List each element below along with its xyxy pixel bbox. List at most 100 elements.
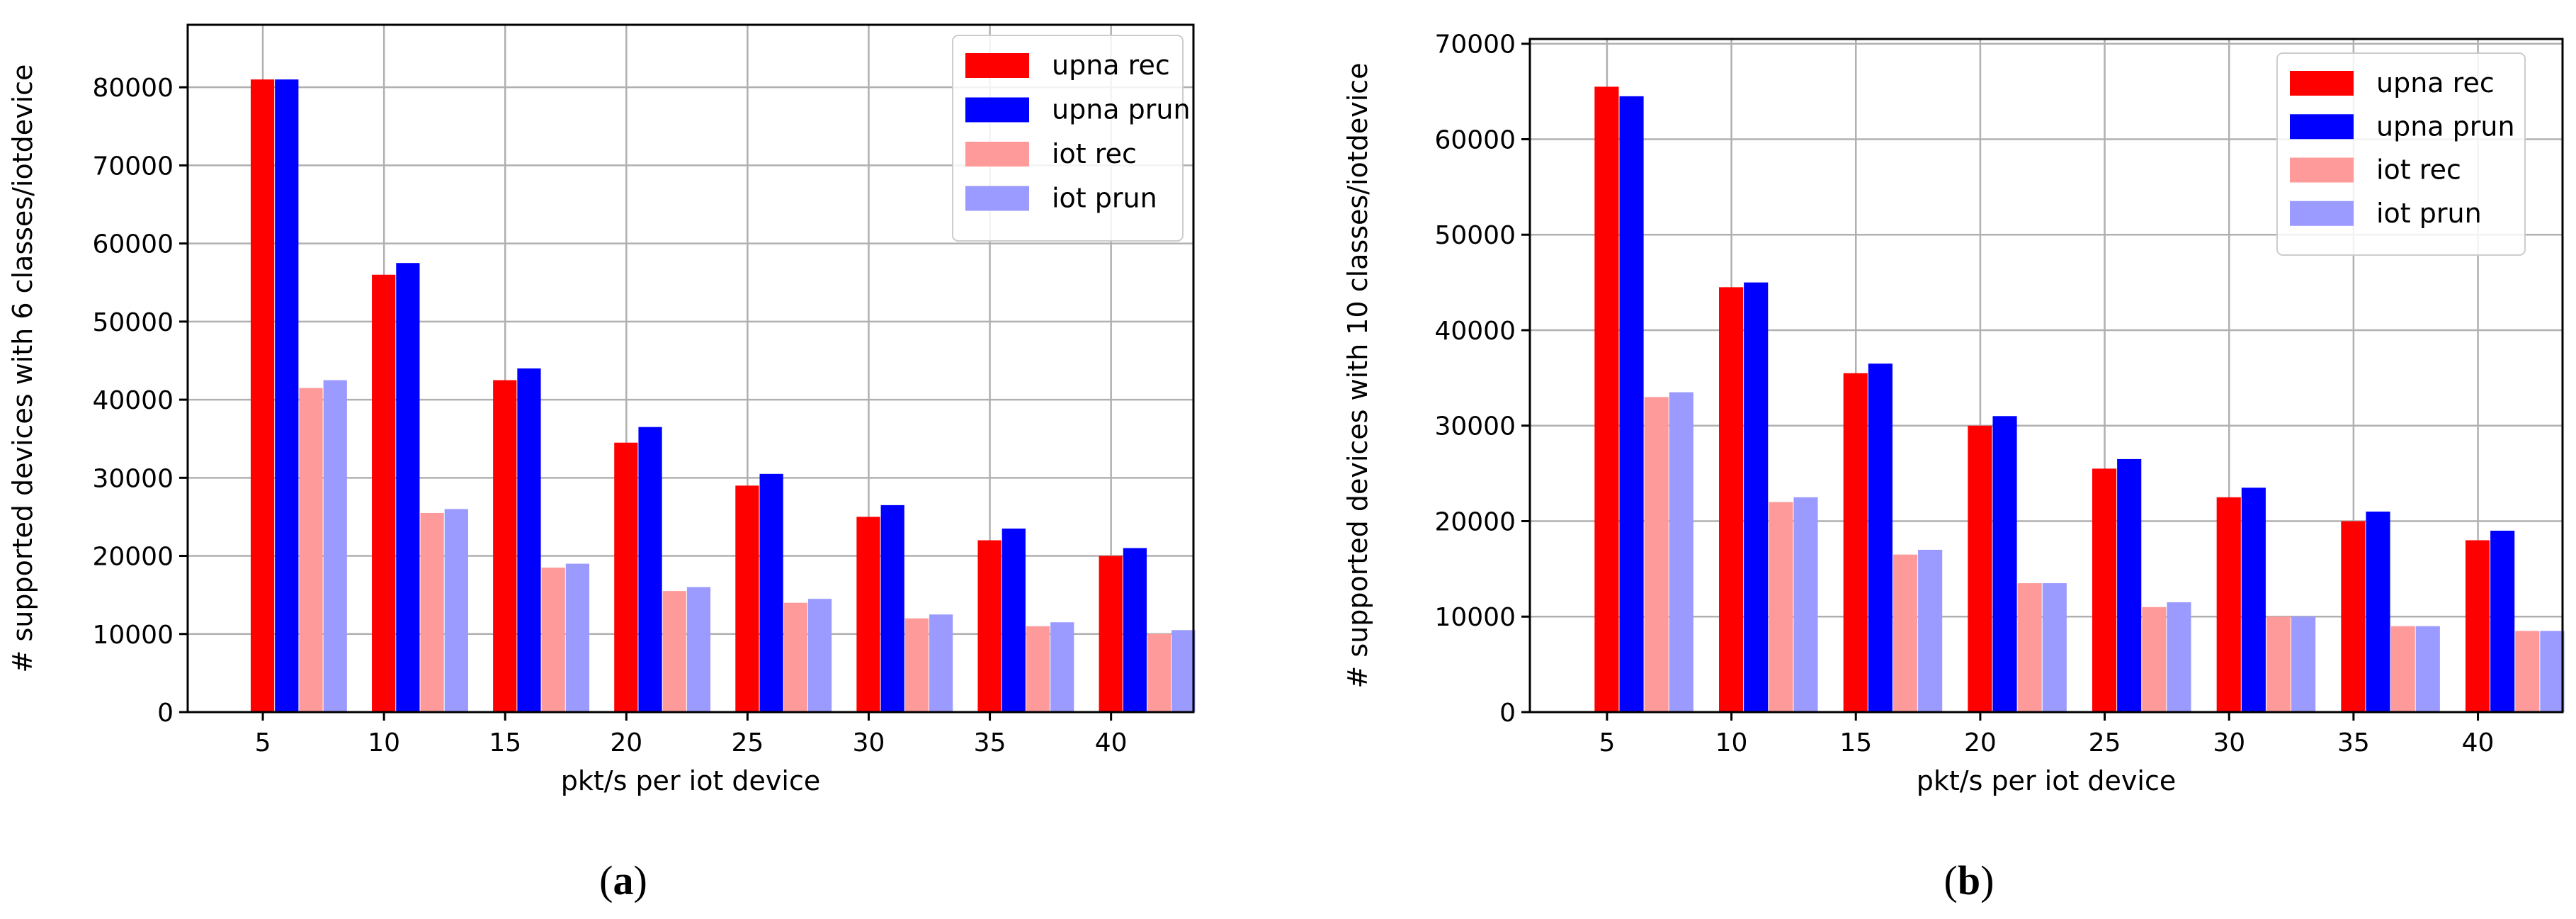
panel-b-y-tick-label: 70000 [1434,30,1516,60]
panel-a-bar-iot-rec-10 [420,512,444,712]
panel-b-y-tick-label: 40000 [1434,317,1516,346]
panel-b-x-tick-label: 10 [1715,728,1748,757]
panel-a-bar-iot-rec-15 [541,568,565,712]
panel-a-legend-swatch-upna-prun [965,97,1029,123]
panel-b-bar-upna-prun-40 [2490,530,2515,712]
panel-b-bar-upna-prun-35 [2366,512,2390,712]
panel-b-y-axis-label: # supported devices with 10 classes/iotd… [1342,62,1373,688]
panel-b-x-tick-label: 15 [1839,728,1872,757]
panel-a-bar-iot-prun-30 [929,614,953,712]
panel-a-y-axis-label: # supported devices with 6 classes/iotde… [7,64,38,673]
panel-a-legend: upna rec upna prun iot rec iot prun [952,35,1191,242]
panel-a-y-tick-label: 80000 [92,74,174,103]
panel-b-bar-upna-rec-35 [2341,521,2366,712]
panel-b-bar-upna-prun-10 [1744,282,1769,712]
panel-a-bar-iot-prun-35 [1050,622,1074,712]
panel-a-bar-upna-prun-35 [1002,528,1026,712]
panel-b-legend-label-iot-prun: iot prun [2376,198,2482,229]
panel-b-bar-iot-rec-5 [1644,397,1669,712]
panel-b-y-tick-label: 20000 [1434,507,1516,536]
panel-b-bar-iot-rec-40 [2515,631,2540,712]
panel-b-bar-upna-rec-25 [2092,468,2117,712]
panel-a-x-tick-label: 20 [610,728,642,757]
panel-a-bar-upna-rec-25 [735,485,759,712]
panel-a-bar-iot-rec-5 [299,388,323,712]
panel-b-x-ticks: 5 10 15 20 25 30 35 40 [1599,712,2494,757]
panel-b-y-ticks: 0 10000 20000 30000 40000 50000 60000 70000 [1434,30,1530,728]
panel-a-bar-iot-prun-40 [1171,630,1196,712]
panel-a-bar-iot-rec-25 [783,602,807,712]
panel-a-bar-iot-prun-10 [444,509,468,712]
panel-b-bar-upna-rec-15 [1843,373,1868,712]
panel-b-bar-upna-rec-10 [1719,287,1744,712]
panel-a-bar-iot-prun-5 [323,380,347,712]
panel-b-bar-upna-prun-15 [1868,363,1893,712]
panel-a-y-tick-label: 70000 [92,152,174,181]
panel-b-label: (b) [1944,857,1995,903]
panel-b-bar-upna-prun-30 [2241,487,2266,712]
panel-b-bar-upna-rec-5 [1594,86,1619,713]
panel-a-bar-upna-prun-10 [396,263,420,712]
panel-b-bars [1594,86,2565,713]
panel-a-bar-iot-rec-30 [904,618,929,712]
panel-b-x-tick-label: 5 [1599,728,1615,757]
panel-b-bar-upna-prun-25 [2117,458,2142,712]
panel-b-legend-swatch-upna-prun [2290,114,2354,140]
panel-b-bar-iot-rec-25 [2142,607,2167,712]
panel-b-x-tick-label: 30 [2213,728,2245,757]
panel-a-y-tick-label: 0 [157,699,174,728]
panel-a-bar-upna-rec-10 [372,274,396,712]
panel-a-x-tick-label: 40 [1095,728,1128,757]
panel-b-bar-upna-rec-30 [2216,497,2241,712]
panel-b-bar-iot-rec-10 [1769,502,1793,712]
panel-b-x-tick-label: 35 [2337,728,2370,757]
panel-b-bar-iot-prun-25 [2167,602,2191,712]
panel-a-bar-upna-rec-15 [493,380,517,712]
panel-b-legend-swatch-iot-rec [2290,157,2354,183]
panel-a-bar-upna-rec-20 [614,442,638,712]
panel-b-bar-iot-rec-35 [2390,626,2415,712]
panel-b-y-tick-label: 30000 [1434,412,1516,441]
panel-b-x-axis-label: pkt/s per iot device [1917,765,2177,796]
panel-a-x-tick-label: 15 [489,728,521,757]
panel-b-bar-upna-rec-20 [1968,425,1992,712]
panel-b-bar-upna-prun-5 [1619,96,1644,712]
panel-a-legend-label-iot-prun: iot prun [1052,183,1157,214]
panel-b-bar-iot-prun-30 [2291,616,2316,712]
panel-b-bar-iot-prun-15 [1918,549,1943,712]
panel-a-x-tick-label: 30 [853,728,885,757]
panel-a-y-tick-label: 30000 [92,464,174,493]
panel-b-bar-iot-rec-20 [2017,583,2042,712]
panel-b-legend-swatch-iot-prun [2290,201,2354,226]
panel-a-bar-upna-prun-5 [275,79,299,713]
panel-a-x-tick-label: 10 [368,728,400,757]
panel-b-chart: 0 10000 20000 30000 40000 50000 60000 70000 5 10… [1342,30,2565,903]
panel-a-legend-swatch-upna-rec [965,53,1029,78]
panel-b-bar-iot-rec-15 [1893,554,1918,712]
panel-a-bars [250,79,1196,713]
panel-a-bar-upna-rec-30 [856,517,880,712]
panel-a-legend-label-iot-rec: iot rec [1052,138,1137,169]
panel-b-bar-iot-rec-30 [2266,616,2291,712]
panel-a-chart: 0 10000 20000 30000 40000 50000 60000 70000 8000… [7,23,1196,903]
panel-b-bar-iot-prun-35 [2415,626,2440,712]
panel-a-bar-upna-rec-35 [977,540,1002,712]
panel-a-legend-label-upna-rec: upna rec [1052,50,1170,81]
panel-a-legend-swatch-iot-rec [965,142,1029,167]
panel-a-plot-frame [186,23,1195,714]
panel-b-legend: upna rec upna prun iot rec iot prun [2276,52,2526,256]
panel-b-bar-iot-prun-5 [1669,392,1693,712]
panel-a-bar-iot-rec-40 [1147,633,1171,712]
panel-b-legend-swatch-upna-rec [2290,71,2354,96]
panel-b-y-tick-label: 60000 [1434,125,1516,154]
panel-b-y-tick-label: 50000 [1434,221,1516,250]
panel-b-legend-label-upna-prun: upna prun [2376,111,2515,142]
panel-a-y-ticks: 0 10000 20000 30000 40000 50000 60000 70000 8000… [92,74,188,728]
panel-b-bar-iot-prun-40 [2540,631,2565,712]
panel-a-legend-swatch-iot-prun [965,186,1029,211]
panel-a-bar-upna-prun-40 [1123,548,1147,712]
panel-a-y-tick-label: 10000 [92,621,174,650]
panel-b-bar-iot-prun-10 [1793,497,1818,712]
panel-a-x-ticks: 5 10 15 20 25 30 35 40 [255,712,1128,757]
